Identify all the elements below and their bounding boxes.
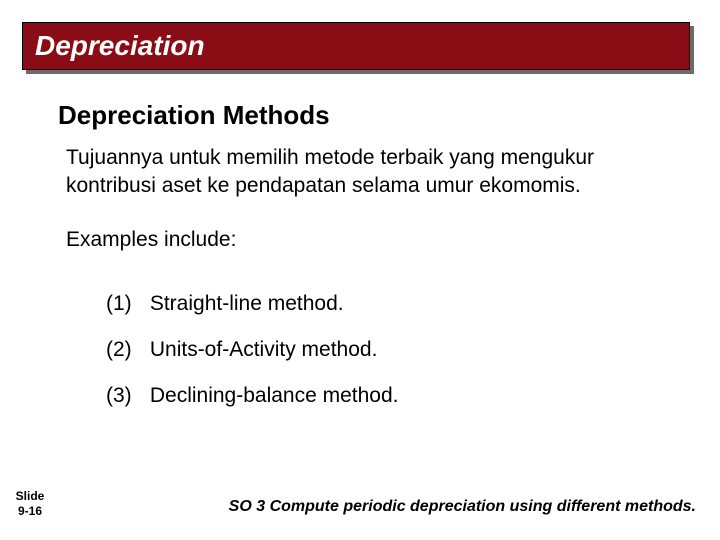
footer-objective: SO 3 Compute periodic depreciation using… — [180, 498, 696, 516]
list-text: Units-of-Activity method. — [150, 338, 378, 361]
title-bar: Depreciation — [22, 22, 690, 70]
title-bar-main: Depreciation — [22, 22, 690, 70]
list-item: (1) Straight-line method. — [106, 292, 399, 316]
slide-number: Slide 9-16 — [10, 489, 50, 518]
examples-label: Examples include: — [66, 228, 236, 252]
list-text: Declining-balance method. — [150, 384, 399, 407]
section-heading: Depreciation Methods — [58, 100, 330, 131]
list-number: (1) — [106, 292, 144, 316]
list-text: Straight-line method. — [150, 292, 344, 315]
list-item: (3) Declining-balance method. — [106, 384, 399, 408]
methods-list: (1) Straight-line method. (2) Units-of-A… — [106, 292, 399, 430]
slide-title: Depreciation — [35, 30, 205, 62]
list-number: (3) — [106, 384, 144, 408]
list-item: (2) Units-of-Activity method. — [106, 338, 399, 362]
slide-label-line1: Slide — [16, 489, 45, 503]
slide-label-line2: 9-16 — [18, 504, 42, 518]
list-number: (2) — [106, 338, 144, 362]
body-paragraph: Tujuannya untuk memilih metode terbaik y… — [66, 144, 666, 201]
